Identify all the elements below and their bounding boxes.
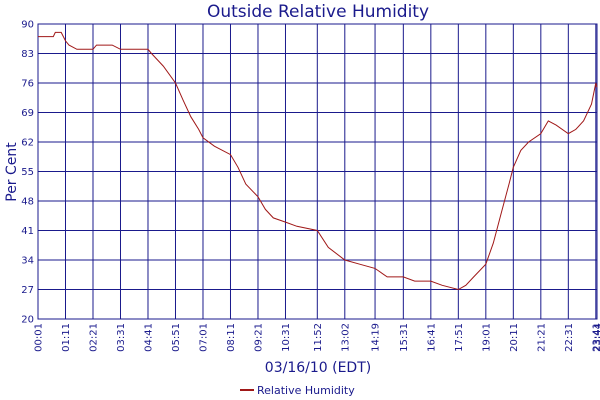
x-tick-label: 05:51 [171, 323, 182, 352]
y-tick-label: 69 [21, 108, 34, 119]
x-tick-label: 14:19 [371, 323, 382, 352]
y-tick-label: 55 [21, 167, 34, 178]
x-tick-label: 04:41 [143, 323, 154, 352]
x-tick-label: 22:31 [564, 323, 575, 352]
series-line-relative-humidity [38, 31, 598, 291]
y-axis-ticks: 20 27 34 41 48 55 62 69 76 83 90 [21, 20, 34, 326]
y-tick-label: 76 [21, 79, 34, 90]
chart-title: Outside Relative Humidity [207, 2, 429, 22]
x-axis-ticks: 00:01 01:11 02:21 03:31 04:41 05:51 07:01 08:11… [34, 323, 600, 352]
x-tick-label: 00:01 [34, 323, 45, 352]
x-tick-label: 07:01 [198, 323, 209, 352]
x-tick-label: 02:21 [88, 323, 99, 352]
legend-label: Relative Humidity [257, 384, 355, 397]
grid [37, 23, 598, 320]
x-tick-label: 09:21 [253, 323, 264, 352]
y-tick-label: 90 [21, 20, 34, 31]
x-axis-label: 03/16/10 (EDT) [265, 360, 371, 376]
x-tick-label: 21:21 [536, 323, 547, 352]
x-tick-label: 20:11 [509, 323, 520, 352]
x-tick-label: 13:02 [340, 323, 351, 352]
x-tick-label: 17:51 [454, 323, 465, 352]
legend: Relative Humidity [240, 384, 355, 397]
x-tick-label: 01:11 [61, 323, 72, 352]
y-tick-label: 27 [21, 285, 34, 296]
x-tick-label: 23:41 [591, 323, 600, 352]
x-tick-label: 03:31 [116, 323, 127, 352]
y-tick-label: 83 [21, 49, 34, 60]
y-tick-label: 20 [21, 315, 34, 326]
y-tick-label: 48 [21, 197, 34, 208]
y-axis-label: Per Cent [4, 142, 20, 202]
x-tick-label: 10:31 [281, 323, 292, 352]
y-tick-label: 41 [21, 226, 34, 237]
x-tick-label: 11:52 [313, 323, 324, 352]
y-tick-label: 34 [21, 256, 34, 267]
x-tick-label: 15:31 [399, 323, 410, 352]
plot-frame [37, 23, 598, 320]
y-tick-label: 62 [21, 138, 34, 149]
x-tick-label: 23:44 [593, 323, 600, 352]
x-tick-label: 19:01 [481, 323, 492, 352]
x-tick-label: 16:41 [426, 323, 437, 352]
x-tick-label: 08:11 [226, 323, 237, 352]
